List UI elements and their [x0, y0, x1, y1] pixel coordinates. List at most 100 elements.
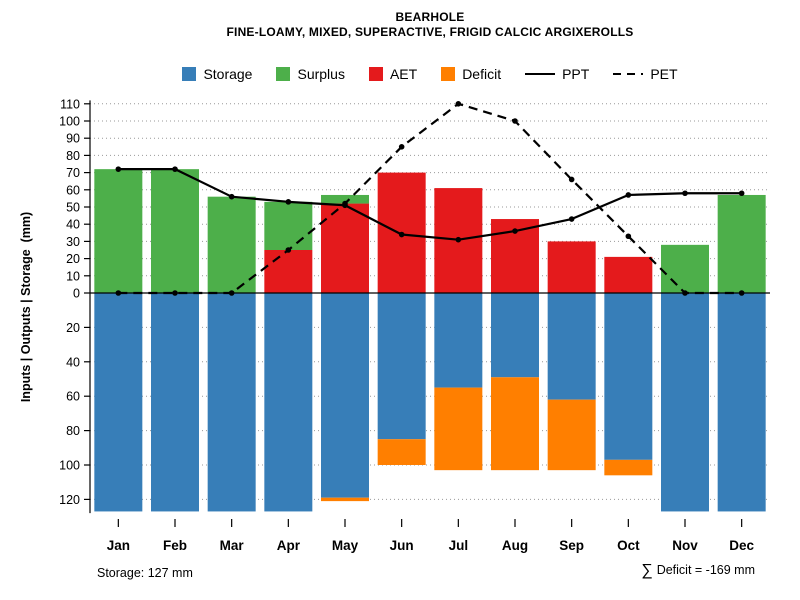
ppt-point: [172, 166, 178, 172]
ppt-point: [342, 202, 348, 209]
legend-label-storage: Storage: [203, 66, 253, 82]
ppt-line: [118, 168, 742, 241]
storage-bar: [321, 293, 369, 498]
legend-label-deficit: Deficit: [462, 66, 502, 82]
y-tick-label: 80: [66, 149, 80, 163]
storage-bar: [151, 293, 199, 512]
surplus-bar: [94, 169, 143, 293]
y-tick-label: 40: [66, 218, 80, 232]
y-tick-label: 90: [66, 132, 80, 146]
deficit-bar: [604, 459, 653, 476]
deficit-note: ∑ Deficit = -169 mm: [641, 562, 755, 580]
month-label: May: [332, 538, 359, 553]
surplus-bar: [717, 194, 766, 293]
y-tick-label: 100: [59, 459, 80, 473]
month-label: Sep: [559, 538, 584, 553]
surplus-bar: [264, 201, 313, 250]
y-tick-label: 80: [66, 424, 80, 438]
month-label: Jun: [390, 538, 414, 553]
deficit-note-text: Deficit = -169 mm: [656, 563, 755, 577]
y-tick-label: 100: [59, 115, 80, 129]
sigma-symbol: ∑: [641, 562, 653, 579]
month-label: Dec: [729, 538, 754, 553]
chart-subtitle: FINE-LOAMY, MIXED, SUPERACTIVE, FRIGID C…: [226, 25, 634, 39]
storage-swatch-icon: [182, 67, 197, 81]
deficit-bar: [377, 439, 426, 465]
pet-point: [512, 118, 518, 124]
ppt-point: [455, 236, 462, 243]
surplus-bar: [321, 194, 369, 204]
surplus-bar: [661, 244, 709, 293]
surplus-swatch-icon: [276, 67, 291, 81]
storage-bar: [604, 293, 653, 460]
ppt-point: [682, 190, 688, 197]
storage-bar: [207, 293, 256, 512]
y-tick-label: 60: [66, 390, 80, 404]
ppt-point: [285, 199, 292, 205]
legend-item-ppt: PPT: [525, 66, 589, 82]
deficit-swatch-icon: [441, 67, 456, 81]
ppt-point: [115, 166, 122, 172]
storage-bar: [547, 293, 596, 400]
storage-note: Storage: 127 mm: [97, 566, 193, 580]
surplus-bar: [151, 169, 199, 293]
storage-bar: [264, 293, 313, 512]
deficit-bar: [547, 399, 596, 471]
pet-point: [568, 176, 575, 183]
ppt-point: [228, 193, 235, 200]
surplus-bar: [207, 196, 256, 293]
legend-label-pet: PET: [650, 66, 678, 82]
month-label: Jul: [449, 538, 469, 553]
deficit-bar: [491, 377, 539, 471]
deficit-bar: [434, 387, 483, 471]
pet-dashed-line-icon: [613, 72, 644, 76]
legend-label-surplus: Surplus: [297, 66, 345, 82]
legend-item-pet: PET: [613, 66, 678, 82]
ppt-point: [625, 192, 632, 198]
month-label: Nov: [672, 538, 698, 553]
storage-bar: [434, 293, 483, 388]
deficit-bar: [321, 497, 369, 502]
legend-item-surplus: Surplus: [276, 66, 345, 82]
pet-point: [398, 144, 405, 150]
ppt-point: [512, 228, 518, 234]
month-label: Feb: [163, 538, 187, 553]
month-label: Aug: [502, 538, 528, 553]
legend-label-ppt: PPT: [562, 66, 590, 82]
chart-title: BEARHOLE: [395, 10, 465, 24]
pet-point: [738, 290, 745, 296]
y-tick-label: 50: [66, 201, 80, 215]
y-tick-label: 10: [66, 269, 80, 283]
ppt-point: [738, 190, 745, 197]
ppt-point: [398, 231, 405, 238]
aet-bar: [264, 250, 313, 293]
pet-point: [682, 290, 688, 296]
aet-swatch-icon: [368, 67, 383, 81]
y-tick-label: 120: [59, 493, 80, 507]
y-tick-label: 20: [66, 321, 80, 335]
y-tick-label: 20: [66, 252, 80, 266]
pet-point: [285, 247, 292, 253]
y-tick-label: 40: [66, 355, 80, 369]
aet-bar: [547, 241, 596, 293]
month-label: Oct: [617, 538, 640, 553]
legend-item-storage: Storage: [182, 66, 252, 82]
storage-bar: [377, 293, 426, 440]
y-tick-label: 70: [66, 166, 80, 180]
pet-point: [172, 290, 178, 296]
y-tick-label: 0: [73, 287, 80, 301]
storage-bar: [717, 293, 766, 512]
pet-point: [455, 101, 462, 107]
ppt-point: [568, 216, 575, 222]
storage-bar: [491, 293, 539, 378]
storage-bar: [94, 293, 143, 512]
pet-point: [228, 290, 235, 296]
storage-bar: [661, 293, 709, 512]
y-tick-label: 30: [66, 235, 80, 249]
legend: Storage Surplus AET Deficit PPT PET: [60, 66, 800, 82]
month-label: Jan: [107, 538, 130, 553]
pet-point: [115, 290, 122, 296]
legend-item-deficit: Deficit: [441, 66, 501, 82]
y-tick-label: 60: [66, 183, 80, 197]
